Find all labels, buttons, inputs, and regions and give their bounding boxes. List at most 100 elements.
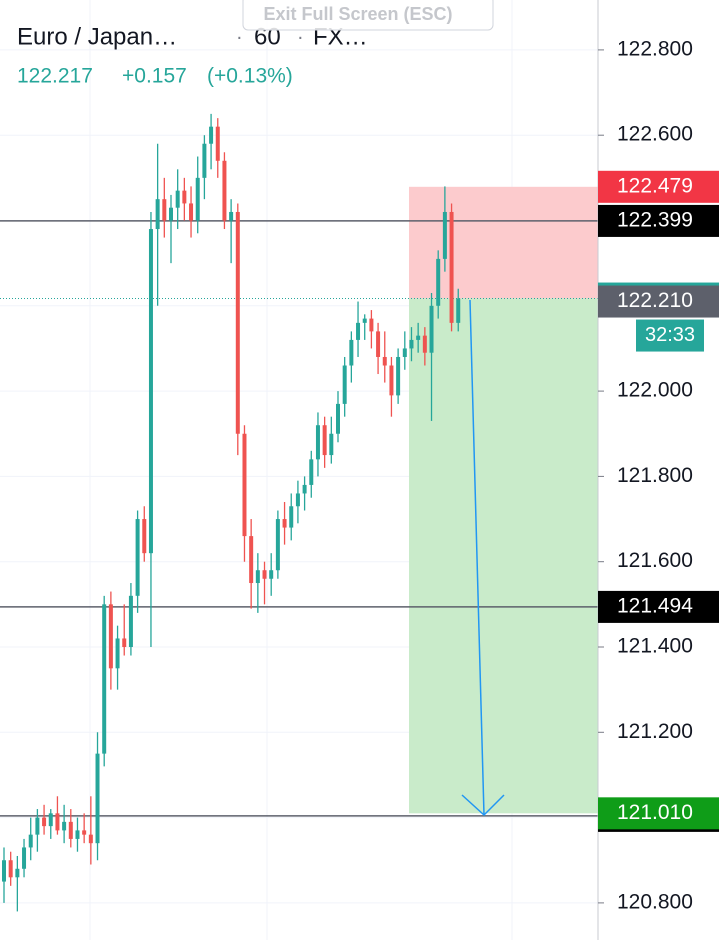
price-tag <box>598 797 719 830</box>
candle-body <box>302 484 307 494</box>
candle-body <box>382 356 387 366</box>
price: 122.217 <box>17 65 93 88</box>
candle-body <box>82 830 87 835</box>
candle-body <box>349 339 354 366</box>
candle-body <box>55 813 60 831</box>
position-tool <box>0 186 598 814</box>
candle-body <box>128 595 133 647</box>
y-tick-label: 122.800 <box>617 37 693 60</box>
candle-body <box>282 519 287 528</box>
candle-body <box>8 860 13 878</box>
candle-body <box>322 425 327 456</box>
candle-body <box>376 331 381 357</box>
candle-body <box>429 305 434 353</box>
candle-body <box>262 570 267 579</box>
arrow-line <box>469 299 485 816</box>
levels <box>0 220 598 817</box>
candle-body <box>22 847 27 869</box>
candle-body <box>15 868 20 878</box>
candle-body <box>235 211 240 434</box>
candle-body <box>169 207 173 221</box>
price-tag-label: 121.494 <box>617 594 693 617</box>
price-tags: 122.479122.399121.494121.004122.217122.2… <box>598 170 719 832</box>
y-tick-label: 121.800 <box>617 464 693 487</box>
countdown-tag <box>636 319 704 352</box>
exit-fullscreen-button[interactable] <box>242 0 494 31</box>
y-tick-label: 121.200 <box>617 720 693 743</box>
candle-body <box>142 519 147 554</box>
candle-body <box>162 199 167 221</box>
price-tag <box>598 170 719 203</box>
candle-body <box>122 638 127 647</box>
candle-body <box>389 365 394 396</box>
arrow <box>461 299 505 817</box>
candle-body <box>242 433 247 537</box>
candle-body <box>416 335 421 340</box>
candle-body <box>155 199 160 230</box>
candle-body <box>336 403 340 434</box>
price-axis: 120.800121.000121.200121.400121.600121.8… <box>598 37 693 913</box>
candle-body <box>95 753 100 844</box>
candle-body <box>309 459 314 485</box>
candle-body <box>88 834 93 844</box>
change-pct: (+0.13%) <box>207 65 293 88</box>
candle-body <box>42 817 47 827</box>
candle-body <box>115 638 120 669</box>
candle-body <box>422 335 427 353</box>
candle-body <box>275 519 280 571</box>
price-tag <box>598 204 719 237</box>
candle-body <box>102 604 107 754</box>
y-tick-label: 120.800 <box>617 890 693 913</box>
candle-body <box>28 834 33 848</box>
candle-body <box>409 339 414 349</box>
symbol: Euro / Japan… <box>17 23 177 50</box>
y-tick-label: 121.600 <box>617 549 693 572</box>
candle-body <box>342 365 347 404</box>
candle-body <box>295 493 300 507</box>
price-tag <box>598 590 719 623</box>
candle-body <box>189 203 194 221</box>
target-zone <box>409 298 598 814</box>
candle-body <box>48 813 53 827</box>
candle-body <box>289 506 294 528</box>
candle-body <box>315 425 320 460</box>
candle-body <box>35 817 40 835</box>
candle-body <box>175 190 180 208</box>
candle-body <box>269 570 274 579</box>
candle-body <box>75 830 80 839</box>
candle-body <box>222 160 227 221</box>
candle-body <box>148 229 153 554</box>
candles <box>2 113 461 912</box>
candle-body <box>442 211 447 259</box>
countdown-label: 32:33 <box>645 324 695 346</box>
candle-body <box>249 536 254 584</box>
arrow-head <box>461 794 505 817</box>
candle-body <box>108 604 113 669</box>
y-tick-label: 122.000 <box>617 379 693 402</box>
price-tag <box>598 285 719 318</box>
candle-body <box>369 318 374 332</box>
candle-body <box>255 570 260 584</box>
exit-fullscreen-label[interactable]: Exit Full Screen (ESC) <box>263 4 452 24</box>
price-tag-label: 121.010 <box>617 801 693 824</box>
stop-zone <box>409 186 598 299</box>
separator: · <box>236 26 243 48</box>
price-tag-label: 122.399 <box>617 208 693 231</box>
candle-body <box>356 322 361 340</box>
candle-body <box>215 126 220 161</box>
y-tick-label: 121.400 <box>617 635 693 658</box>
separator: · <box>297 26 304 48</box>
candle-body <box>402 348 407 357</box>
candle-body <box>436 258 441 306</box>
candle-body <box>68 821 73 839</box>
candle-body <box>62 821 67 831</box>
price-tag-label: 122.210 <box>617 289 693 312</box>
candle-body <box>195 177 200 221</box>
candle-body <box>182 190 187 204</box>
candle-body <box>229 211 234 221</box>
candle-body <box>209 126 214 144</box>
candle-body <box>456 298 461 323</box>
price-tag-label: 122.479 <box>617 174 693 197</box>
candle-body <box>202 143 207 178</box>
